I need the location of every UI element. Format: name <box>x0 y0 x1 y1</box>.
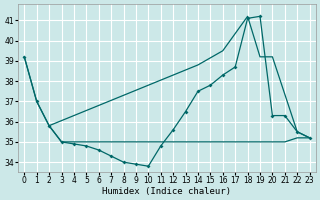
X-axis label: Humidex (Indice chaleur): Humidex (Indice chaleur) <box>102 187 231 196</box>
